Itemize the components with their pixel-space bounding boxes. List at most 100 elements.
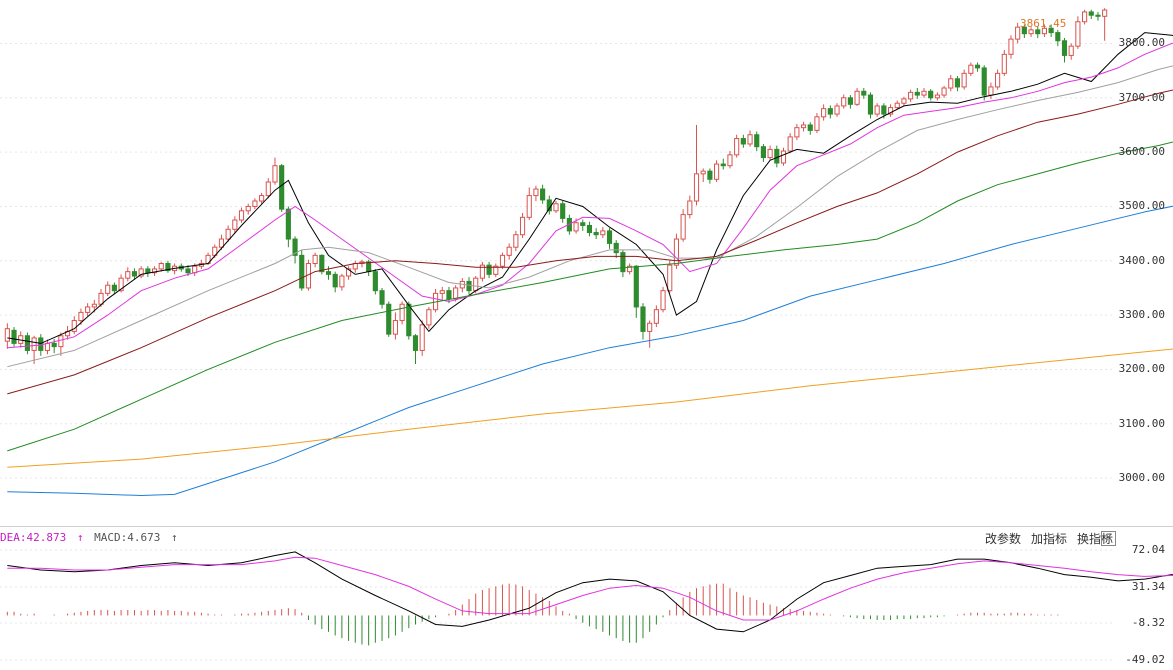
candlestick: [1088, 9, 1094, 20]
candlestick: [854, 88, 860, 106]
ma30-line: [7, 89, 1173, 395]
price-tick-label: 3200.00: [1118, 362, 1165, 376]
candlestick: [821, 104, 827, 121]
candle-body: [653, 309, 659, 324]
candle-body: [560, 203, 566, 219]
candlestick: [600, 227, 606, 238]
switch-indicator-button[interactable]: 换指标: [1076, 532, 1113, 546]
close-icon[interactable]: ×: [1101, 531, 1116, 546]
candle-body: [760, 146, 766, 159]
edit-params-button[interactable]: 改参数: [984, 532, 1021, 546]
candlestick: [412, 334, 419, 365]
candlestick: [526, 187, 532, 221]
candle-body: [473, 277, 479, 292]
candlestick: [861, 88, 867, 99]
candlestick: [151, 266, 158, 276]
candlestick: [1008, 35, 1014, 59]
candlestick: [1001, 49, 1007, 77]
candlestick: [1021, 24, 1027, 39]
candlestick: [546, 195, 552, 215]
candlestick: [158, 261, 164, 272]
candle-body: [319, 254, 325, 273]
candle-body: [707, 170, 713, 180]
candlestick: [372, 268, 378, 295]
candlestick: [660, 286, 666, 313]
candlestick: [867, 92, 874, 119]
candlestick: [834, 103, 840, 117]
candle-body: [151, 268, 158, 274]
candle-body: [11, 329, 17, 344]
candle-body: [948, 78, 954, 89]
candlestick: [44, 339, 51, 355]
candle-body: [145, 268, 151, 274]
price-chart[interactable]: [0, 0, 1173, 527]
candle-body: [981, 67, 987, 96]
candlestick: [981, 65, 987, 101]
candle-body: [740, 138, 746, 145]
candlestick: [459, 278, 465, 293]
candlestick: [218, 234, 225, 250]
candle-body: [125, 271, 131, 279]
candlestick: [908, 89, 914, 103]
candlestick: [627, 263, 633, 275]
candle-body: [887, 107, 894, 115]
price-tick-label: 3300.00: [1118, 308, 1165, 322]
candlestick: [680, 209, 686, 242]
candlestick: [941, 85, 947, 98]
price-tick-label: 3000.00: [1118, 471, 1165, 485]
candlestick: [613, 240, 619, 259]
candlestick: [439, 286, 445, 300]
candle-body: [553, 203, 559, 212]
candle-body: [747, 134, 753, 145]
candle-body: [332, 273, 338, 288]
candlestick: [406, 301, 412, 340]
ma20-line: [7, 65, 1173, 368]
candlestick: [693, 124, 700, 206]
candlestick: [453, 285, 459, 302]
candle-body: [700, 170, 706, 175]
ma120-line: [7, 205, 1173, 497]
candle-body: [901, 98, 907, 104]
add-indicator-button[interactable]: 加指标: [1030, 532, 1067, 546]
candle-body: [479, 264, 485, 279]
candlestick: [346, 266, 352, 280]
candlestick: [928, 89, 934, 101]
candle-body: [854, 90, 860, 105]
candle-body: [680, 214, 686, 240]
candle-body: [934, 94, 940, 99]
candle-body: [4, 328, 10, 342]
candlestick: [667, 260, 673, 294]
candle-body: [1028, 29, 1034, 35]
candle-body: [379, 290, 385, 305]
candle-body: [412, 335, 419, 351]
candlestick: [1015, 22, 1021, 44]
candlestick: [332, 271, 338, 293]
candlestick: [4, 323, 10, 349]
candle-body: [85, 306, 91, 313]
candlestick: [841, 94, 847, 109]
candlestick: [426, 306, 432, 329]
candle-body: [339, 275, 345, 288]
candlestick: [319, 254, 325, 275]
candlestick: [934, 92, 940, 101]
candlestick: [165, 260, 171, 273]
candlestick: [1061, 38, 1068, 63]
candlestick: [1082, 9, 1088, 25]
candlestick: [31, 335, 37, 365]
candle-body: [647, 322, 653, 332]
ma250-line: [7, 348, 1173, 468]
candlestick: [379, 287, 385, 309]
candle-body: [44, 342, 51, 351]
candle-body: [1021, 26, 1027, 35]
candle-body: [1041, 27, 1048, 35]
indicator-toolbar: 改参数 加指标 换指标: [985, 530, 1113, 547]
candle-body: [1001, 53, 1007, 74]
macd-chart[interactable]: [0, 527, 1173, 670]
candle-body: [533, 188, 539, 197]
candlestick: [580, 219, 586, 231]
candle-body: [780, 150, 787, 164]
candlestick: [285, 206, 291, 248]
candle-body: [446, 290, 452, 300]
candlestick: [58, 332, 64, 356]
candlestick: [995, 69, 1001, 90]
